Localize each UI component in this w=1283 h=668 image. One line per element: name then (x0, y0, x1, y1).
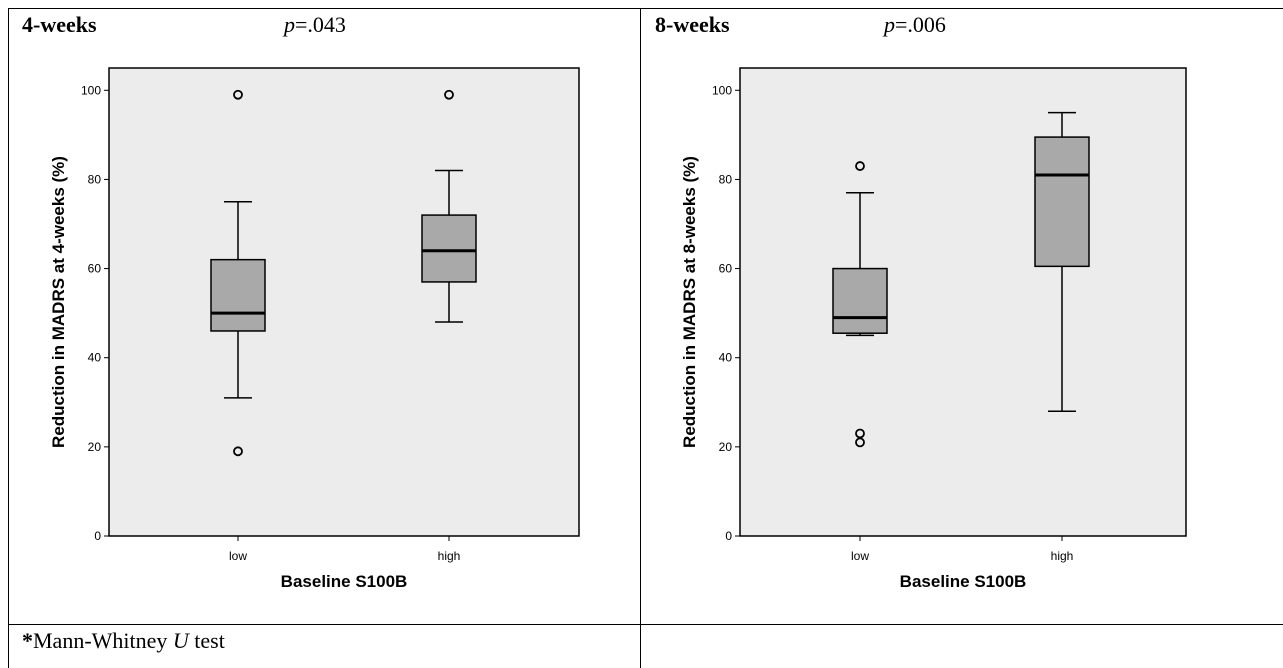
y-tick-label: 40 (88, 351, 102, 365)
y-axis-label: Reduction in MADRS at 4-weeks (%) (49, 156, 68, 448)
column-divider (640, 8, 641, 668)
outlier-point (233, 446, 243, 457)
y-tick-label: 20 (88, 440, 102, 454)
y-tick-label: 60 (88, 262, 102, 276)
plot-area (108, 67, 580, 537)
boxplot-4-weeks: 0 20 40 60 80 100 low high Baseline S100B Reducti… (49, 67, 580, 591)
box-high (1034, 136, 1090, 268)
panel-title-right: 8-weeks (655, 12, 730, 37)
y-tick-label: 80 (88, 172, 102, 186)
footnote-italic: U (172, 628, 189, 653)
footnote-star: * (22, 628, 33, 653)
p-value-text: =.006 (895, 12, 946, 37)
x-axis-label: Baseline S100B (900, 572, 1027, 591)
x-tick-label: high (438, 549, 461, 563)
p-label: p (284, 12, 295, 37)
outlier-point (855, 437, 865, 448)
y-tick-label: 40 (719, 351, 733, 365)
y-tick-label: 0 (725, 529, 732, 543)
p-value-text: =.043 (295, 12, 346, 37)
box-low (832, 267, 888, 334)
panel-title-left: 4-weeks (22, 12, 97, 37)
p-value-right: p=.006 (884, 12, 946, 38)
y-tick-label: 60 (719, 262, 733, 276)
plot-area (739, 67, 1187, 537)
boxplot-8-weeks: 0 20 40 60 80 100 low high Baseline S100B Reducti… (680, 67, 1187, 591)
y-tick-label: 100 (712, 83, 732, 97)
p-value-left: p=.043 (284, 12, 346, 38)
footnote-pre: Mann-Whitney (33, 628, 173, 653)
outlier-point (855, 428, 865, 439)
x-tick-label: low (229, 549, 247, 563)
y-tick-label: 100 (81, 83, 101, 97)
footnote: *Mann-Whitney U test (22, 628, 225, 654)
y-axis-label: Reduction in MADRS at 8-weeks (%) (680, 156, 699, 448)
outlier-point (233, 89, 243, 100)
y-tick-label: 80 (719, 172, 733, 186)
p-label: p (884, 12, 895, 37)
box-low (210, 258, 266, 332)
footnote-post: test (188, 628, 225, 653)
y-tick-label: 20 (719, 440, 733, 454)
x-tick-label: low (851, 549, 869, 563)
row-divider (8, 624, 1283, 625)
x-tick-label: high (1051, 549, 1074, 563)
y-tick-label: 0 (94, 529, 101, 543)
table-frame (8, 8, 1283, 668)
outlier-point (444, 89, 454, 100)
box-high (421, 214, 477, 283)
x-axis-label: Baseline S100B (281, 572, 408, 591)
outlier-point (855, 161, 865, 171)
